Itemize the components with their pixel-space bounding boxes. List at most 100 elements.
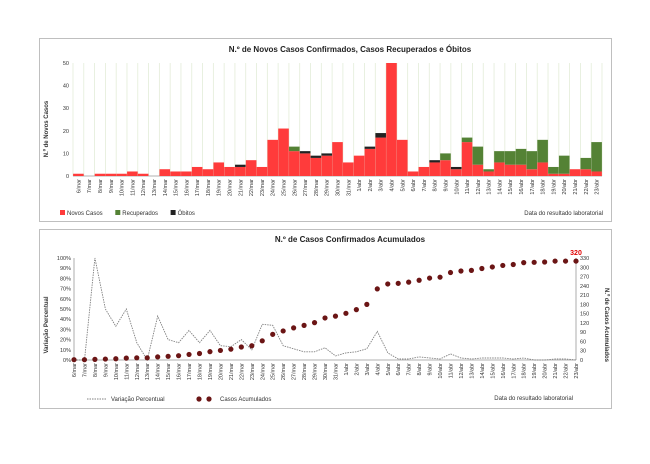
bar-novos-casos <box>537 162 548 176</box>
x-tick-label: 14/mar <box>156 363 162 380</box>
bar-novos-casos <box>580 169 592 176</box>
y-right-tick-label: 180 <box>580 302 589 308</box>
cumulative-point <box>238 344 244 350</box>
legend-swatch <box>60 210 65 215</box>
x-tick-label: 13/abr <box>469 363 475 379</box>
cumulative-cases-chart: N.º de Casos Confirmados Acumulados Vari… <box>44 235 609 403</box>
cumulative-point <box>531 259 537 265</box>
bar-novos-casos <box>245 160 257 176</box>
bar-recuperados <box>580 157 592 170</box>
legend-swatch <box>170 210 176 215</box>
bar-novos-casos <box>396 139 408 176</box>
cumulative-point <box>249 343 255 349</box>
bar-novos-casos <box>494 162 505 176</box>
cumulative-point <box>270 331 276 337</box>
x-tick-label: 14/abr <box>497 179 503 195</box>
bar-recuperados <box>494 151 505 163</box>
bar-recuperados <box>558 155 570 174</box>
x-tick-label: 25/mar <box>271 363 277 380</box>
x-tick-label: 7/abr <box>407 363 413 376</box>
bar-novos-casos <box>299 153 311 176</box>
bars <box>73 63 602 176</box>
x-tick-label: 12/mar <box>141 179 147 196</box>
cumulative-point <box>81 357 88 363</box>
x-tick-label: 13/abr <box>487 179 493 195</box>
axes <box>73 258 577 361</box>
x-tick-label: 3/abr <box>365 363 371 376</box>
bar-novos-casos <box>235 166 246 176</box>
x-tick-label: 4/abr <box>389 179 395 192</box>
x-tick-label: 15/abr <box>508 179 514 195</box>
x-tick-label: 22/mar <box>239 363 245 380</box>
bar-recuperados <box>526 151 538 170</box>
y-tick-label: 10 <box>63 151 69 157</box>
x-tick-label: 12/abr <box>459 363 465 379</box>
cumulative-point <box>521 260 527 266</box>
y-left-tick-label: 100% <box>57 256 71 262</box>
bar-novos-casos <box>159 169 171 176</box>
x-tick-label: 16/abr <box>501 363 507 379</box>
x-tick-label: 3/abr <box>379 179 385 192</box>
x-tick-label: 22/mar <box>249 179 255 196</box>
x-tick-label: 10/mar <box>114 363 120 380</box>
cumulative-point <box>301 322 307 328</box>
y-left-tick-label: 70% <box>60 287 71 293</box>
cumulative-point <box>447 269 454 276</box>
x-tick-label: 1/abr <box>357 179 363 192</box>
bar--bitos <box>429 160 440 163</box>
x-tick-label: 5/abr <box>386 363 392 376</box>
cumulative-point <box>343 310 349 316</box>
legend-label: Casos Acumulados <box>220 397 271 403</box>
y-tick-label: 50 <box>63 61 69 67</box>
bar-novos-casos <box>116 173 127 176</box>
bar-novos-casos <box>181 171 192 176</box>
bar-novos-casos <box>440 160 451 176</box>
x-tick-labels: 6/mar 7/mar 8/mar 9/mar 10/mar 11/mar 12/mar 13… <box>76 179 600 196</box>
bar--bitos <box>321 153 332 156</box>
y-right-tick-label: 120 <box>580 321 589 327</box>
x-tick-label: 21/abr <box>573 179 579 195</box>
cumulative-point <box>364 301 370 307</box>
x-tick-label: 22/abr <box>584 179 590 195</box>
bar-novos-casos <box>289 151 300 176</box>
y-left-tick-label: 10% <box>60 348 71 354</box>
x-tick-label: 30/mar <box>336 179 342 196</box>
cumulative-point <box>374 286 380 292</box>
cumulative-point <box>92 356 98 362</box>
x-tick-label: 26/mar <box>292 179 298 196</box>
x-tick-label: 15/abr <box>490 363 496 379</box>
bar-novos-casos <box>94 173 106 176</box>
x-tick-label: 18/abr <box>541 179 547 195</box>
x-tick-label: 14/abr <box>480 363 486 379</box>
x-tick-label: 7/mar <box>87 179 93 193</box>
cumulative-point <box>468 267 475 273</box>
cumulative-cases-chart-panel: N.º de Casos Confirmados Acumulados Vari… <box>39 229 612 409</box>
x-tick-label: 17/mar <box>195 179 201 196</box>
bar-recuperados <box>483 169 494 172</box>
y-right-tick-label: 150 <box>580 312 589 318</box>
bar-recuperados <box>515 148 527 165</box>
bar-novos-casos <box>267 139 279 176</box>
x-tick-label: 29/mar <box>313 363 319 380</box>
x-tick-label: 1/abr <box>344 363 350 376</box>
x-tick-label: 12/mar <box>135 363 141 380</box>
bar-novos-casos <box>224 166 235 176</box>
cumulative-point <box>196 350 203 357</box>
bar-novos-casos <box>483 171 494 176</box>
y-left-tick-label: 0% <box>63 358 71 364</box>
legend-label: Óbitos <box>178 210 195 217</box>
x-tick-label: 20/abr <box>562 179 568 195</box>
bar-novos-casos <box>429 162 440 176</box>
bar-novos-casos <box>569 169 581 176</box>
cumulative-point <box>332 313 339 319</box>
bar-novos-casos <box>73 173 84 176</box>
x-tick-label: 21/mar <box>229 363 235 380</box>
cumulative-point <box>500 262 506 269</box>
x-tick-label: 15/mar <box>166 363 172 380</box>
x-tick-label: 11/abr <box>465 179 471 194</box>
x-tick-label: 4/abr <box>375 363 381 376</box>
x-tick-label: 6/mar <box>76 179 82 193</box>
bar-recuperados <box>289 146 300 152</box>
x-tick-label: 6/abr <box>396 363 402 376</box>
bar-novos-casos <box>450 169 462 176</box>
